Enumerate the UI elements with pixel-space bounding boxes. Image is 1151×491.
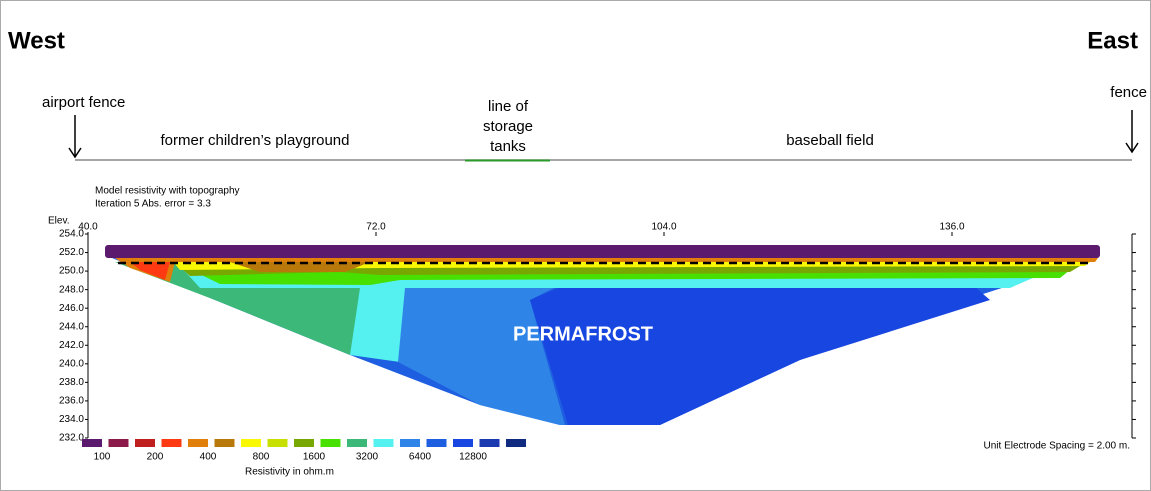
legend-label: 12800 <box>459 452 487 463</box>
legend-label: 6400 <box>409 452 432 463</box>
tanks-label: line of <box>488 98 529 115</box>
y-tick-label: 238.0 <box>59 377 84 388</box>
legend-swatch <box>506 439 526 447</box>
legend-swatch <box>267 439 288 447</box>
x-tick-label: 104.0 <box>651 222 676 233</box>
y-tick-label: 254.0 <box>59 229 84 240</box>
legend-swatch <box>135 439 155 447</box>
tanks-label: storage <box>483 118 533 135</box>
airport-fence-label: airport fence <box>42 94 125 111</box>
legend-swatch <box>479 439 500 447</box>
region <box>530 287 990 425</box>
legend-label: 3200 <box>356 452 379 463</box>
legend-swatch <box>108 439 129 447</box>
legend-label: 400 <box>200 452 217 463</box>
east-label: East <box>1087 27 1138 54</box>
legend-title: Resistivity in ohm.m <box>245 467 334 478</box>
legend-swatch <box>161 439 182 447</box>
playground-label: former children’s playground <box>161 132 350 149</box>
section-subtitle: Iteration 5 Abs. error = 3.3 <box>95 199 211 210</box>
section-title: Model resistivity with topography <box>95 186 240 197</box>
y-tick-label: 248.0 <box>59 284 84 295</box>
permafrost-label: PERMAFROST <box>513 323 653 345</box>
tanks-label: tanks <box>490 138 526 155</box>
legend-label: 800 <box>253 452 270 463</box>
legend-swatch <box>320 439 341 447</box>
legend-swatch <box>294 439 314 447</box>
x-tick-label: 136.0 <box>939 222 964 233</box>
region <box>350 288 412 362</box>
legend-swatch <box>373 439 394 447</box>
y-tick-label: 232.0 <box>59 433 84 444</box>
fence-label: fence <box>1110 84 1147 101</box>
spacing-note: Unit Electrode Spacing = 2.00 m. <box>984 441 1130 452</box>
region <box>115 258 1098 282</box>
section-body <box>105 245 1100 425</box>
y-tick-label: 244.0 <box>59 321 84 332</box>
y-tick-label: 240.0 <box>59 358 84 369</box>
region <box>398 285 565 425</box>
y-tick-label: 246.0 <box>59 303 84 314</box>
legend-swatch <box>82 439 102 447</box>
region <box>230 262 370 272</box>
baseball-label: baseball field <box>786 132 874 149</box>
arrow-head <box>68 147 82 159</box>
region <box>130 262 170 280</box>
legend-swatch <box>347 439 367 447</box>
legend-swatch <box>214 439 235 447</box>
x-tick-label: 40.0 <box>78 222 98 233</box>
legend-label: 100 <box>94 452 111 463</box>
y-tick-label: 236.0 <box>59 396 84 407</box>
legend-swatch <box>241 439 261 447</box>
legend-swatch <box>188 439 208 447</box>
y-axis-label: Elev. <box>48 216 70 227</box>
x-tick-label: 72.0 <box>366 222 386 233</box>
legend-swatch <box>400 439 420 447</box>
legend-label: 200 <box>147 452 164 463</box>
region <box>105 245 1100 258</box>
y-tick-label: 250.0 <box>59 266 84 277</box>
y-tick-label: 242.0 <box>59 340 84 351</box>
west-label: West <box>8 27 65 54</box>
arrow-head <box>1125 142 1139 154</box>
legend-swatch <box>453 439 473 447</box>
legend-label: 1600 <box>303 452 326 463</box>
y-tick-label: 252.0 <box>59 247 84 258</box>
legend-swatch <box>426 439 447 447</box>
y-tick-label: 234.0 <box>59 414 84 425</box>
